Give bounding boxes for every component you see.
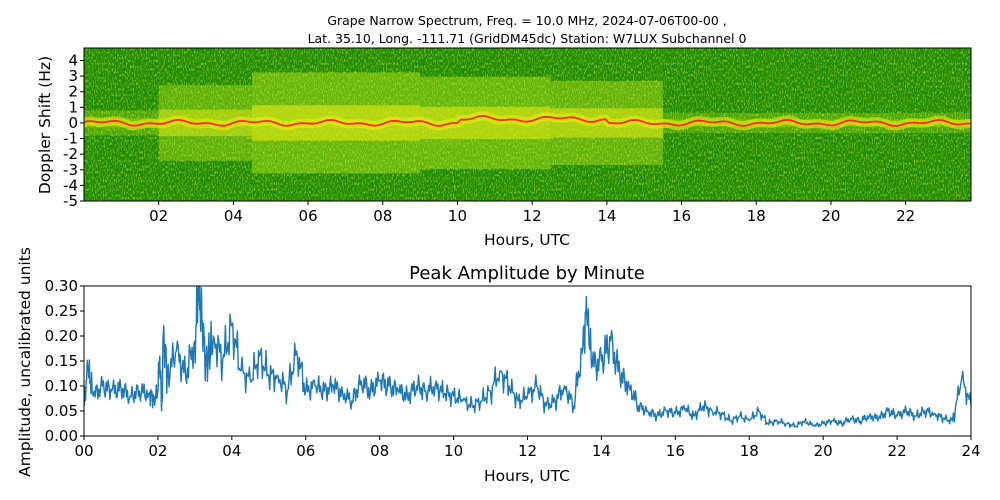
y-tick-label: 2 [68, 83, 78, 101]
y-tick-label: 3 [68, 67, 78, 85]
x-tick-label: 12 [518, 442, 537, 460]
x-tick-label: 10 [444, 442, 463, 460]
x-tick-label: 04 [222, 442, 241, 460]
x-tick-label: 24 [961, 442, 980, 460]
amplitude-y-ticks: 0.00 0.05 0.10 0.15 0.20 0.25 0.30 [45, 277, 84, 445]
y-tick-label: 0.20 [45, 327, 78, 345]
spectrogram-frame [83, 47, 972, 202]
carrier-trace [84, 114, 971, 127]
y-tick-label: 0.05 [45, 402, 78, 420]
y-tick-label: 0.25 [45, 302, 78, 320]
x-tick-label: 06 [296, 442, 315, 460]
x-tick-label: 10 [448, 207, 467, 225]
y-tick-label: -4 [63, 176, 78, 194]
amplitude-title: Peak Amplitude by Minute [409, 263, 645, 284]
spectrogram-panel: Grape Narrow Spectrum, Freq. = 10.0 MHz,… [36, 13, 972, 249]
spectrogram-x-ticks: 02 04 06 08 10 12 14 16 18 20 22 [149, 201, 915, 225]
y-tick-label: 0.15 [45, 352, 78, 370]
x-tick-label: 20 [821, 207, 840, 225]
x-tick-label: 02 [149, 207, 168, 225]
x-tick-label: 16 [672, 207, 691, 225]
spectrogram-y-axis-label: Doppler Shift (Hz) [36, 56, 54, 194]
x-tick-label: 04 [224, 207, 243, 225]
y-tick-label: 1 [68, 98, 78, 116]
y-tick-label: 4 [68, 51, 78, 69]
x-tick-label: 12 [523, 207, 542, 225]
x-tick-label: 22 [896, 207, 915, 225]
x-tick-label: 14 [592, 442, 611, 460]
spectrogram-x-axis-label: Hours, UTC [484, 231, 570, 249]
y-tick-label: -5 [63, 192, 78, 210]
y-tick-label: 0 [68, 114, 78, 132]
x-tick-label: 18 [740, 442, 759, 460]
y-tick-label: 0.30 [45, 277, 78, 295]
y-tick-label: -1 [63, 130, 78, 148]
x-tick-label: 18 [747, 207, 766, 225]
y-tick-label: 0.00 [45, 427, 78, 445]
amplitude-y-axis-label: Amplitude, uncalibrated units [16, 247, 34, 477]
x-tick-label: 08 [370, 442, 389, 460]
x-tick-label: 22 [888, 442, 907, 460]
x-tick-label: 00 [74, 442, 93, 460]
x-tick-label: 06 [299, 207, 318, 225]
amplitude-x-axis-label: Hours, UTC [484, 467, 570, 485]
amplitude-panel: Peak Amplitude by Minute 00 02 04 06 08 10 12 1… [16, 247, 981, 485]
spectrogram-title: Grape Narrow Spectrum, Freq. = 10.0 MHz,… [327, 13, 726, 28]
amplitude-x-ticks: 00 02 04 06 08 10 12 14 16 18 20 22 24 [74, 436, 981, 460]
spectrogram-subtitle: Lat. 35.10, Long. -111.71 (GridDM45dc) S… [308, 31, 747, 46]
y-tick-label: -2 [63, 145, 78, 163]
x-tick-label: 16 [666, 442, 685, 460]
y-tick-label: -3 [63, 161, 78, 179]
series-line [84, 286, 971, 428]
x-tick-label: 08 [373, 207, 392, 225]
y-tick-label: 0.10 [45, 377, 78, 395]
x-tick-label: 14 [597, 207, 616, 225]
x-tick-label: 20 [814, 442, 833, 460]
x-tick-label: 02 [148, 442, 167, 460]
